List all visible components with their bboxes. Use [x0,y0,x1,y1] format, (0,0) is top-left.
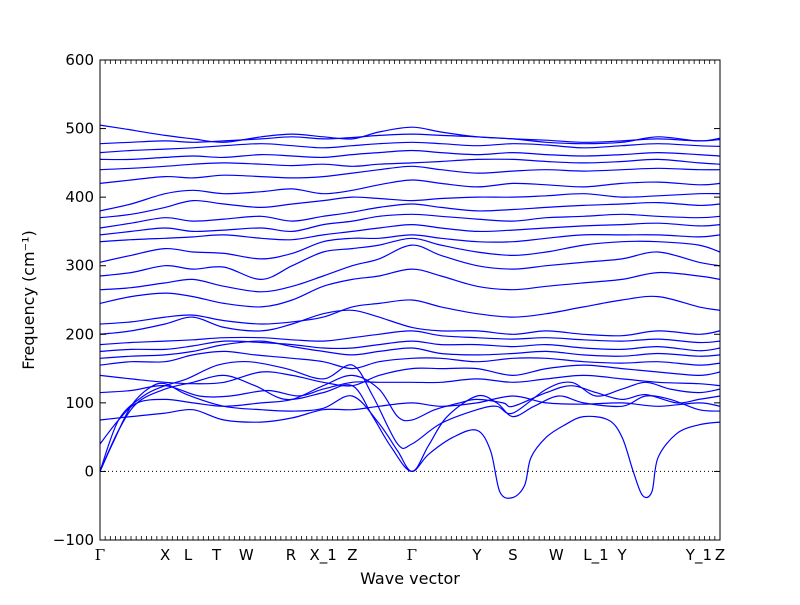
phonon-branch-25 [99,149,721,161]
x-tick-label: X_1 [310,546,337,565]
series-layer [99,124,721,499]
y-tick-label: 500 [65,120,94,138]
phonon-branch-7 [99,364,721,387]
phonon-branch-17 [99,234,721,263]
y-tick-label: −100 [53,531,94,549]
phonon-branch-3 [99,360,721,472]
y-tick-label: 100 [65,394,94,412]
phonon-branch-14 [99,268,721,308]
x-tick-label: L_1 [583,546,608,565]
x-tick-label: L [184,546,193,564]
x-tick-label: W [239,546,254,564]
x-tick-label: Y_1 [685,546,712,565]
x-tick-label: Z [347,546,357,564]
x-tick-label: Γ [95,546,105,564]
x-tick-label: T [211,546,222,564]
y-tick-label: 300 [65,257,94,275]
phonon-branch-6 [99,374,721,398]
x-axis-label: Wave vector [360,569,460,588]
phonon-branch-18 [99,222,721,243]
y-tick-label: 0 [84,462,94,480]
phonon-branch-2 [99,374,721,473]
x-tick-label: Γ [407,546,417,564]
x-tick-label: Y [471,546,482,564]
phonon-branch-11 [99,330,721,346]
phonon-branch-20 [99,201,721,229]
phonon-branch-15 [99,244,721,293]
phonon-branch-1 [99,382,721,499]
phonon-branch-23 [99,165,721,184]
x-tick-label: X [160,546,170,564]
phonon-branch-4 [99,374,721,445]
phonon-branch-8 [99,350,721,370]
y-tick-label: 400 [65,188,94,206]
phonon-branch-9 [99,340,721,359]
x-tick-label: R [286,546,296,564]
phonon-branch-24 [99,158,721,171]
phonon-branch-26 [99,141,721,154]
phonon-branch-27 [99,133,721,145]
phonon-branch-28 [99,124,721,145]
x-tick-label: S [508,546,518,564]
phonon-branch-5 [99,395,721,423]
phonon-branch-16 [99,237,721,281]
x-tick-label: Z [715,546,725,564]
phonon-branch-21 [99,192,721,219]
y-axis-ticks: −100 0 100 200 300 400 500 600 [53,51,720,549]
y-tick-label: 600 [65,51,94,69]
phonon-branch-13 [99,295,721,325]
x-axis-ticks: Γ X L T W R X_1 Z Γ Y S W L_1 Y Y_1 Z [95,60,725,565]
phonon-branch-19 [99,213,721,236]
y-axis-label: Frequency (cm⁻¹) [19,230,38,369]
x-tick-label: Y [616,546,627,564]
x-tick-label: W [549,546,564,564]
phonon-branch-10 [99,340,721,352]
phonon-branch-12 [99,309,721,337]
y-tick-label: 200 [65,325,94,343]
phonon-branch-22 [99,179,721,212]
